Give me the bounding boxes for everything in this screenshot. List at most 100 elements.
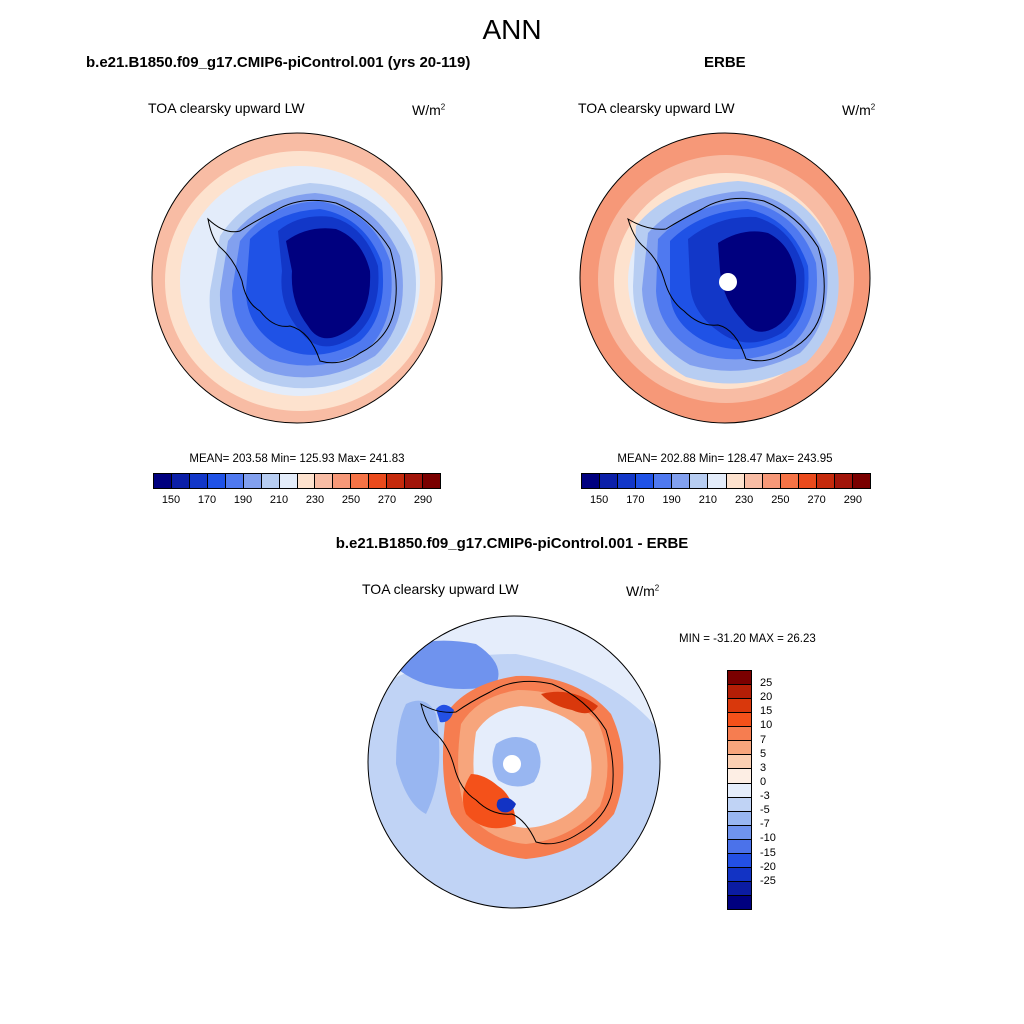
- colorbar-swatch: [728, 811, 751, 826]
- colorbar-swatch: [780, 474, 799, 488]
- colorbar-tick-label: -10: [760, 832, 776, 845]
- colorbar-swatch: [636, 474, 655, 488]
- colorbar-tick-label: 190: [233, 494, 253, 506]
- colorbar-swatch: [369, 474, 388, 488]
- diff-variable-title: TOA clearsky upward LW: [362, 581, 519, 597]
- obs-stats: MEAN= 202.88 Min= 128.47 Max= 243.95: [617, 453, 833, 465]
- colorbar-swatch: [728, 853, 751, 868]
- colorbar-swatch: [834, 474, 853, 488]
- obs-units: W/m2: [842, 102, 876, 118]
- colorbar-swatch: [728, 671, 751, 686]
- colorbar-swatch: [672, 474, 691, 488]
- colorbar-swatch: [852, 474, 870, 488]
- colorbar-swatch: [154, 474, 172, 488]
- colorbar-swatch: [315, 474, 334, 488]
- colorbar-tick-label: 190: [662, 494, 681, 506]
- colorbar-tick-label: -3: [760, 790, 770, 803]
- colorbar-swatch: [728, 896, 751, 910]
- colorbar-tick-label: 290: [413, 494, 433, 506]
- colorbar-swatch: [744, 474, 763, 488]
- colorbar-swatch: [423, 474, 440, 488]
- colorbar-swatch: [726, 474, 745, 488]
- obs-colorbar: [581, 473, 871, 489]
- colorbar-swatch: [387, 474, 406, 488]
- colorbar-tick-label: 210: [269, 494, 289, 506]
- colorbar-tick-label: -5: [760, 804, 770, 817]
- colorbar-swatch: [728, 727, 751, 742]
- colorbar-tick-label: -20: [760, 860, 776, 873]
- colorbar-tick-label: 0: [760, 775, 767, 788]
- colorbar-swatch: [600, 474, 619, 488]
- colorbar-swatch: [798, 474, 817, 488]
- colorbar-swatch: [171, 474, 190, 488]
- model-colorbar: [153, 473, 441, 489]
- colorbar-swatch: [728, 867, 751, 882]
- diff-units: W/m2: [626, 583, 660, 599]
- diff-case-title: b.e21.B1850.f09_g17.CMIP6-piControl.001 …: [335, 535, 689, 552]
- model-colorbar-labels: 150 170 190 210 230 250 270 290: [153, 494, 441, 508]
- colorbar-tick-label: 230: [305, 494, 325, 506]
- diff-stats: MIN = -31.20 MAX = 26.23: [679, 633, 816, 645]
- colorbar-swatch: [261, 474, 280, 488]
- colorbar-swatch: [243, 474, 262, 488]
- colorbar-swatch: [728, 783, 751, 798]
- colorbar-tick-label: -25: [760, 874, 776, 887]
- colorbar-swatch: [333, 474, 352, 488]
- colorbar-tick-label: 20: [760, 691, 773, 704]
- colorbar-tick-label: 230: [734, 494, 754, 506]
- colorbar-swatch: [405, 474, 424, 488]
- colorbar-tick-label: 7: [760, 733, 767, 746]
- colorbar-tick-label: 210: [698, 494, 718, 506]
- colorbar-tick-label: 150: [589, 494, 609, 506]
- diff-colorbar: [727, 670, 752, 910]
- colorbar-tick-label: 250: [771, 494, 790, 506]
- colorbar-swatch: [728, 839, 751, 854]
- colorbar-swatch: [297, 474, 316, 488]
- colorbar-swatch: [708, 474, 727, 488]
- colorbar-swatch: [728, 755, 751, 770]
- colorbar-tick-label: 270: [377, 494, 397, 506]
- colorbar-swatch: [728, 699, 751, 714]
- colorbar-tick-label: 3: [760, 761, 767, 774]
- colorbar-swatch: [728, 797, 751, 812]
- colorbar-swatch: [654, 474, 673, 488]
- colorbar-swatch: [582, 474, 601, 488]
- colorbar-tick-label: 170: [197, 494, 217, 506]
- colorbar-swatch: [728, 825, 751, 840]
- colorbar-tick-label: 25: [760, 677, 773, 690]
- colorbar-swatch: [225, 474, 244, 488]
- colorbar-swatch: [279, 474, 298, 488]
- figure-title: ANN: [482, 14, 542, 45]
- colorbar-swatch: [728, 769, 751, 784]
- colorbar-tick-label: 250: [341, 494, 361, 506]
- colorbar-swatch: [351, 474, 370, 488]
- model-stats: MEAN= 203.58 Min= 125.93 Max= 241.83: [189, 453, 405, 465]
- colorbar-swatch: [728, 685, 751, 700]
- model-variable-title: TOA clearsky upward LW: [148, 100, 305, 116]
- diff-polar-map: [367, 615, 661, 909]
- colorbar-swatch: [189, 474, 208, 488]
- obs-case-title: ERBE: [704, 54, 746, 71]
- model-polar-map: [151, 132, 443, 424]
- colorbar-swatch: [207, 474, 226, 488]
- colorbar-swatch: [728, 881, 751, 896]
- colorbar-swatch: [728, 741, 751, 756]
- colorbar-tick-label: 290: [843, 494, 863, 506]
- colorbar-swatch: [762, 474, 781, 488]
- colorbar-swatch: [690, 474, 709, 488]
- obs-polar-map: [579, 132, 871, 424]
- colorbar-tick-label: 5: [760, 747, 767, 760]
- colorbar-swatch: [618, 474, 637, 488]
- colorbar-tick-label: -15: [760, 846, 776, 859]
- colorbar-tick-label: 270: [807, 494, 826, 506]
- colorbar-tick-label: 10: [760, 719, 773, 732]
- model-units: W/m2: [412, 102, 446, 118]
- colorbar-tick-label: 150: [161, 494, 181, 506]
- diff-colorbar-labels: 25 20 15 10 7 5 3 0 -3 -5 -7 -10 -15 -20 -25: [758, 670, 798, 910]
- colorbar-tick-label: 15: [760, 705, 773, 718]
- colorbar-tick-label: 170: [626, 494, 645, 506]
- colorbar-tick-label: -7: [760, 818, 770, 831]
- obs-colorbar-labels: 150 170 190 210 230 250 270 290: [581, 494, 871, 508]
- colorbar-swatch: [728, 713, 751, 728]
- colorbar-swatch: [816, 474, 835, 488]
